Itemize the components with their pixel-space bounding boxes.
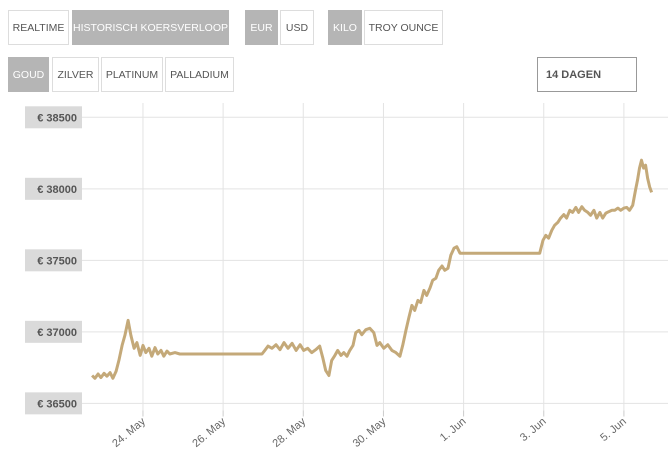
toggle-button[interactable]: HISTORISCH KOERSVERLOOP (72, 10, 229, 45)
y-tick-box (25, 320, 82, 343)
toggle-button[interactable]: TROY OUNCE (364, 10, 443, 45)
x-tick-label: 26. May (190, 415, 228, 450)
x-tick-label: 1. Jun (438, 416, 469, 444)
toggle-button[interactable]: EUR (245, 10, 278, 45)
y-tick-box (25, 177, 82, 200)
toggle-button[interactable]: REALTIME (8, 10, 69, 45)
y-tick-label: € 37500 (37, 255, 77, 267)
y-tick-box (25, 106, 82, 129)
y-tick-label: € 38000 (37, 184, 77, 196)
toggle-button[interactable]: ZILVER (52, 57, 99, 92)
toggle-button[interactable]: PLATINUM (101, 57, 163, 92)
toggle-button[interactable]: PALLADIUM (165, 57, 234, 92)
x-tick-label: 28. May (271, 415, 309, 450)
y-tick-label: € 38500 (37, 112, 77, 124)
period-select[interactable]: 14 DAGEN (537, 57, 637, 92)
x-tick-label: 30. May (351, 415, 389, 450)
price-line (91, 158, 654, 380)
y-tick-label: € 37000 (37, 327, 77, 339)
toggle-button[interactable]: USD (280, 10, 314, 45)
y-tick-box (25, 249, 82, 272)
x-tick-label: 24. May (110, 415, 148, 450)
y-tick-label: € 36500 (37, 398, 77, 410)
x-tick-label: 5. Jun (598, 416, 629, 444)
x-tick-label: 3. Jun (518, 416, 549, 444)
toggle-button[interactable]: KILO (328, 10, 362, 45)
y-tick-box (25, 392, 82, 415)
toggle-button[interactable]: GOUD (8, 57, 49, 92)
